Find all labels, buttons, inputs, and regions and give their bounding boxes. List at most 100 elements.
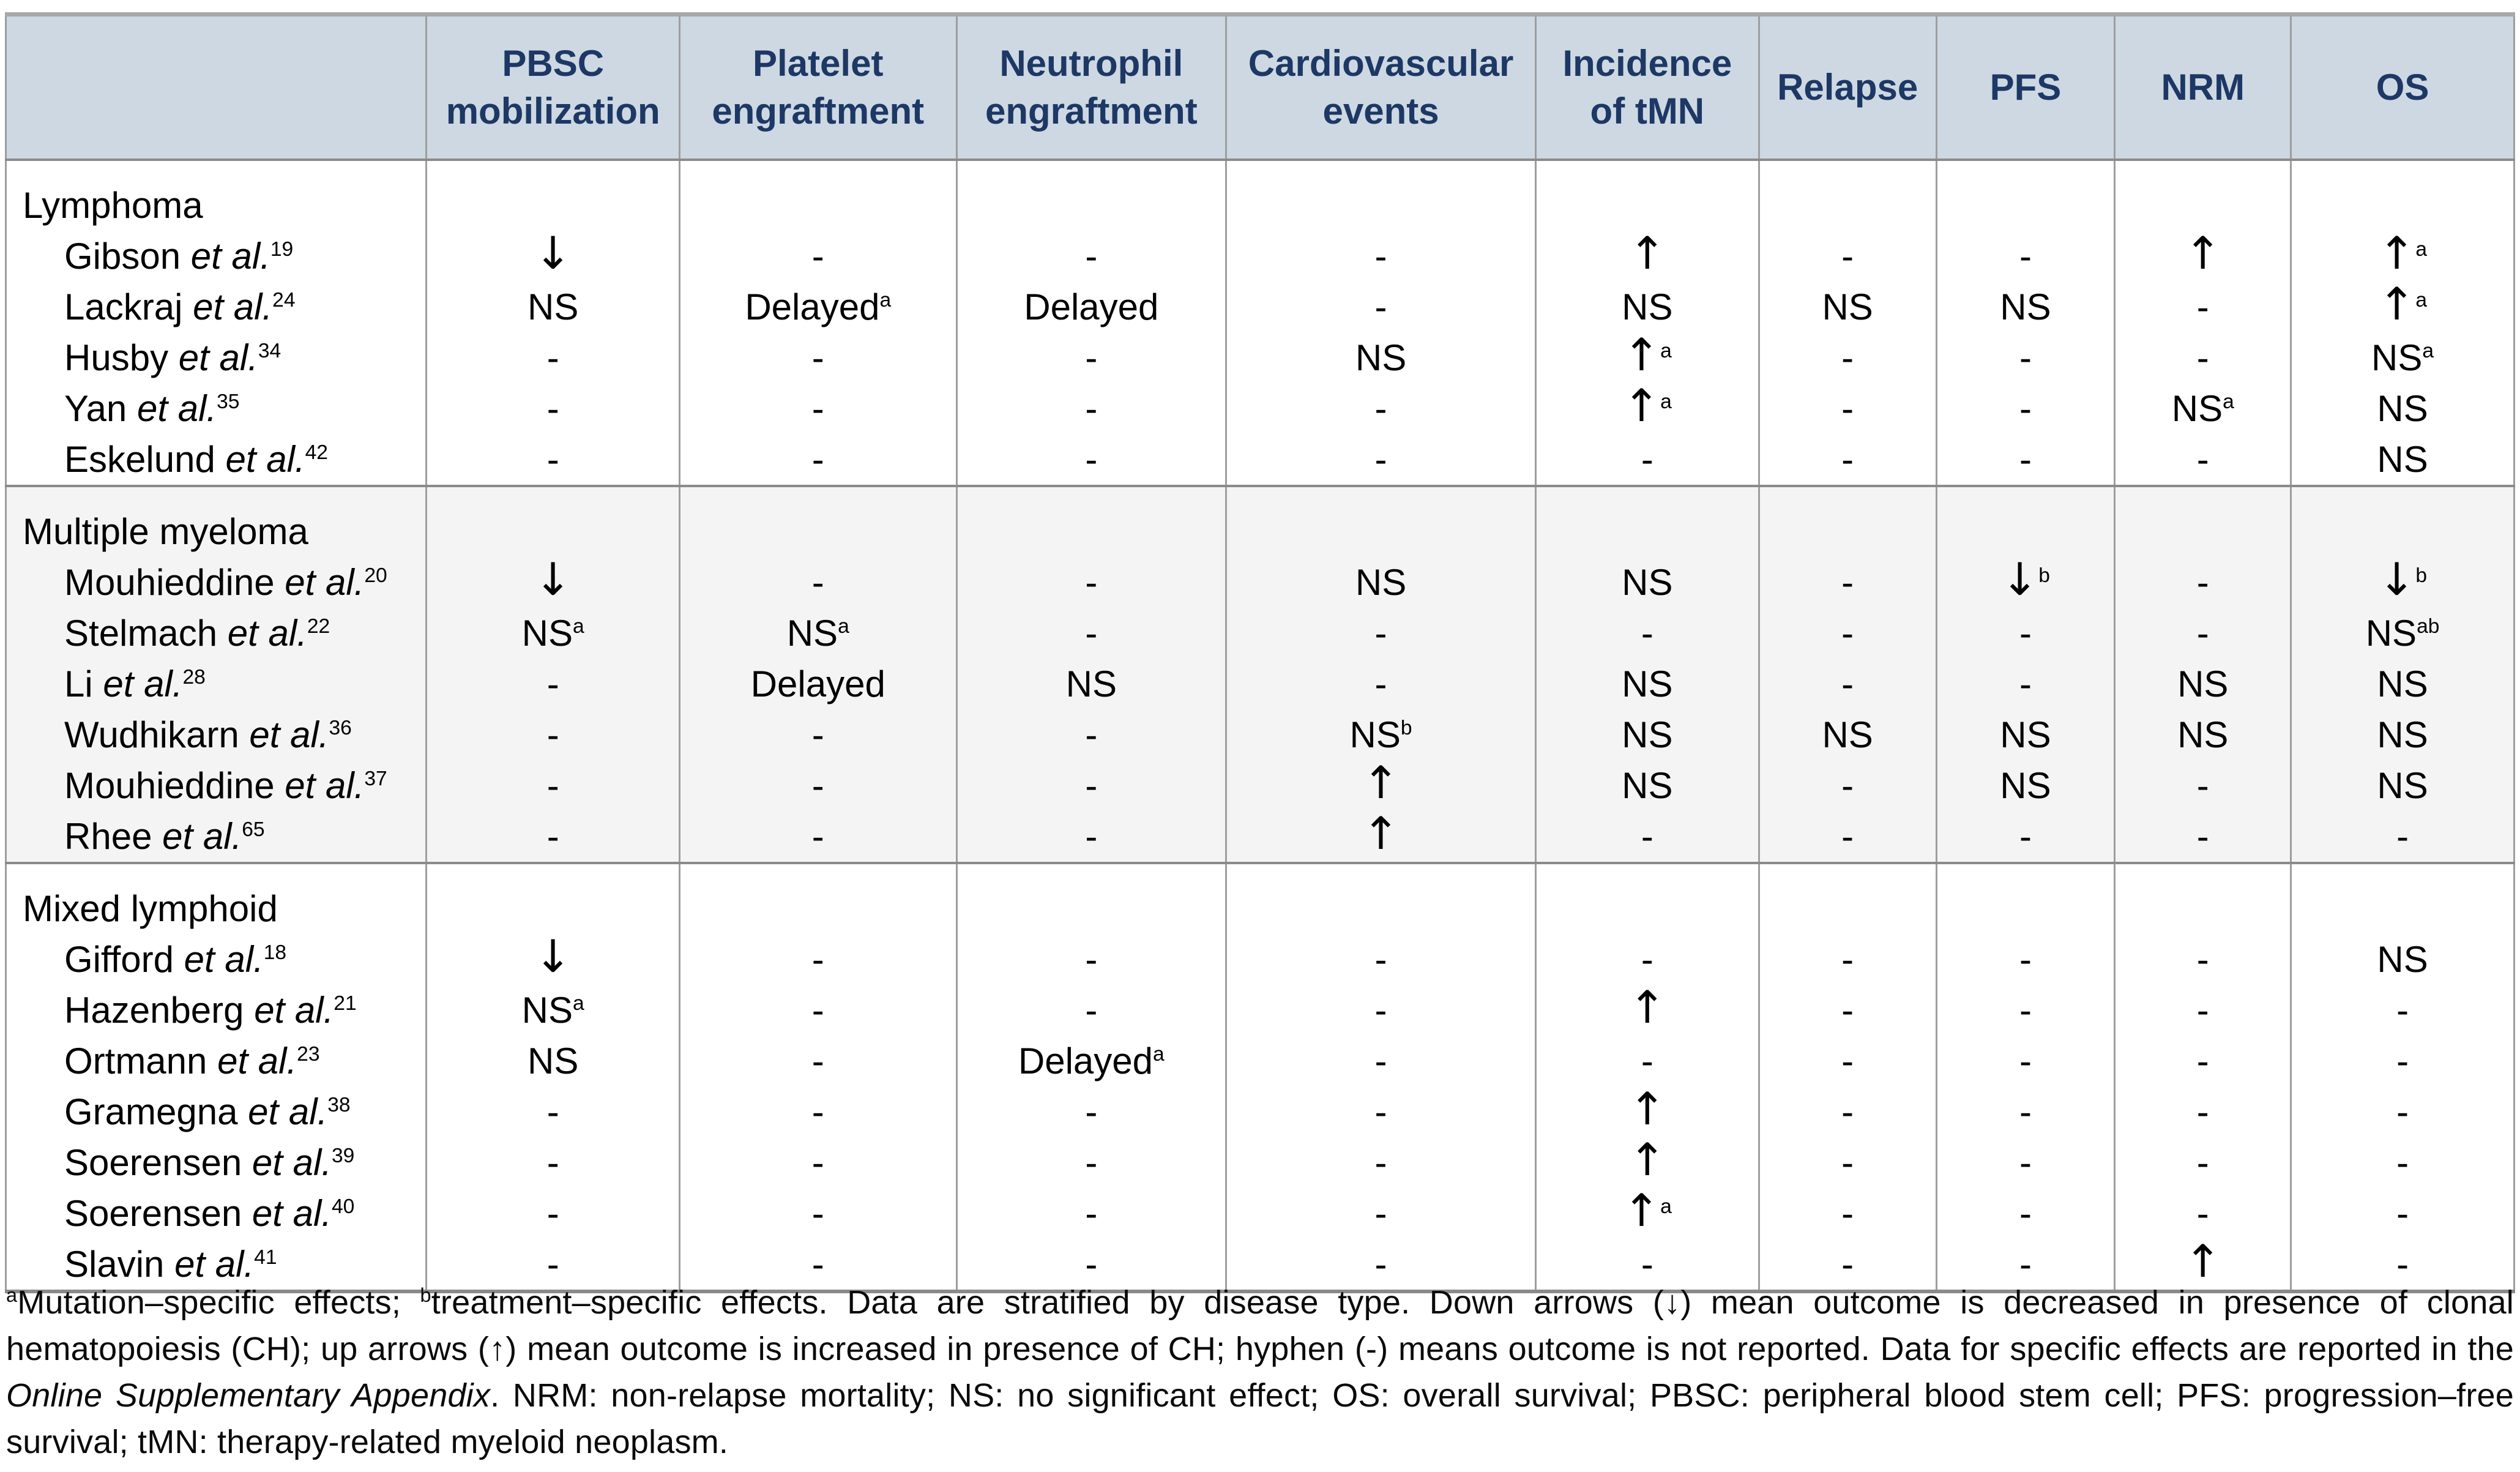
table-row: Yan et al.35- - - - ↑a - - NSa NS (6, 383, 2514, 434)
outcome-cell: - (678, 1188, 956, 1239)
outcome-cell: ↑ (2114, 1239, 2291, 1291)
empty-cell (1225, 862, 1536, 934)
outcome-cell: - (955, 760, 1226, 811)
up-arrow-icon: ↑ (2378, 228, 2416, 280)
outcome-cell: - (1758, 332, 1937, 383)
study-label: Gramegna et al.38 (6, 1086, 427, 1137)
outcome-cell: NS (1935, 709, 2115, 760)
reference-number: 23 (297, 1043, 320, 1066)
footnote-italic-reference: Online Supplementary Appendix (6, 1377, 491, 1414)
outcome-cell: - (1758, 1137, 1937, 1188)
up-arrow-icon: ↑ (1628, 1134, 1666, 1186)
table-row: Soerensen et al.39- - - - ↑ - - - - (6, 1137, 2514, 1188)
outcome-cell: ↓b (1935, 557, 2115, 608)
table-row: Rhee et al.65- - - ↑ - - - - - (6, 811, 2514, 863)
empty-cell (1534, 485, 1759, 557)
outcome-cell: ↑a (1534, 329, 1759, 383)
outcome-cell: - (678, 709, 956, 760)
up-arrow-icon: ↑ (1622, 1185, 1661, 1237)
table-row: Mouhieddine et al.37- - - ↑ NS - NS - NS (6, 760, 2514, 811)
study-label: Gibson et al.19 (6, 231, 427, 282)
effect-superscript: b (1400, 717, 1412, 739)
outcome-cell: - (1225, 231, 1536, 282)
outcome-cell: - (425, 1137, 680, 1188)
empty-cell (2290, 160, 2514, 231)
section-row: Multiple myeloma (6, 485, 2514, 557)
outcome-cell: - (2290, 1188, 2514, 1239)
outcome-cell: - (955, 332, 1226, 383)
column-header-os: OS (2290, 14, 2514, 161)
outcome-cell: - (1534, 811, 1759, 863)
outcome-cell: - (1935, 1137, 2115, 1188)
ch-outcomes-table: PBSC mobilization Platelet engraftment Neu… (5, 12, 2515, 1293)
outcome-cell: NS (425, 282, 680, 332)
outcome-cell: - (2290, 1086, 2514, 1137)
outcome-cell: - (678, 1086, 956, 1137)
outcome-cell: NSb (1225, 709, 1536, 760)
table-row: Soerensen et al.40- - - - ↑a - - - - (6, 1188, 2514, 1239)
outcome-cell: - (1225, 934, 1536, 985)
effect-superscript: a (1660, 390, 1672, 413)
empty-cell (1225, 160, 1536, 231)
outcome-cell: - (425, 709, 680, 760)
table-row: Stelmach et al.22 NSa NSa - - - - - - NSab (6, 608, 2514, 659)
column-header-platelet-engraftment: Platelet engraftment (678, 14, 956, 161)
outcome-cell: - (678, 231, 956, 282)
outcome-cell: - (1758, 1086, 1937, 1137)
outcome-cell: NS (1534, 709, 1759, 760)
up-arrow-icon: ↑ (1622, 329, 1661, 381)
outcome-cell: - (955, 1137, 1226, 1188)
outcome-cell: NSa (2290, 332, 2514, 383)
effect-superscript: b (2038, 564, 2050, 587)
empty-cell (1758, 160, 1937, 231)
outcome-cell: - (1225, 659, 1536, 709)
outcome-cell: - (2114, 1086, 2291, 1137)
outcome-cell: ↑ (1225, 811, 1536, 863)
empty-cell (678, 862, 956, 934)
outcome-cell: - (425, 811, 680, 863)
reference-number: 18 (263, 941, 287, 964)
outcome-cell: ↑ (2114, 231, 2291, 282)
outcome-cell: - (1758, 608, 1937, 659)
outcome-cell: - (1935, 811, 2115, 863)
empty-cell (1935, 862, 2115, 934)
outcome-cell: NS (2290, 383, 2514, 434)
outcome-cell: - (425, 434, 680, 486)
down-arrow-icon: ↓ (2378, 554, 2416, 606)
outcome-cell: - (1935, 383, 2115, 434)
table-row: Hazenberg et al.21 NSa - - - ↑ - - - - (6, 985, 2514, 1036)
outcome-cell: NSab (2290, 608, 2514, 659)
outcome-cell: - (1225, 1239, 1536, 1291)
outcome-cell: - (1935, 1239, 2115, 1291)
empty-cell (425, 485, 680, 557)
empty-cell (1935, 160, 2115, 231)
table-body: Lymphoma Gibson et al.19 ↓ - - - ↑ - - ↑ ↑a Lackraj… (6, 160, 2514, 1291)
outcome-cell: - (1935, 1036, 2115, 1086)
effect-superscript: a (1660, 1195, 1672, 1218)
study-label: Soerensen et al.39 (6, 1137, 427, 1188)
reference-number: 38 (327, 1094, 351, 1116)
empty-cell (1758, 485, 1937, 557)
section-label: Lymphoma (6, 160, 427, 231)
outcome-cell: NS (1225, 332, 1536, 383)
effect-superscript: a (2415, 238, 2428, 261)
outcome-cell: - (1935, 332, 2115, 383)
effect-superscript: a (1153, 1043, 1165, 1066)
outcome-cell: - (678, 1239, 956, 1291)
outcome-cell: - (425, 659, 680, 709)
study-label: Wudhikarn et al.36 (6, 709, 427, 760)
empty-cell (1534, 862, 1759, 934)
outcome-cell: ↑a (1534, 383, 1759, 434)
outcome-cell: ↑ (1534, 985, 1759, 1036)
outcome-cell: - (955, 709, 1226, 760)
table-row: Wudhikarn et al.36- - - NSb NS NS NS NS NS (6, 709, 2514, 760)
outcome-cell: - (1534, 608, 1759, 659)
empty-cell (425, 160, 680, 231)
outcome-cell: NS (1534, 557, 1759, 608)
table-row: Gibson et al.19 ↓ - - - ↑ - - ↑ ↑a (6, 231, 2514, 282)
study-label: Lackraj et al.24 (6, 282, 427, 332)
outcome-cell: NS (1225, 557, 1536, 608)
empty-cell (1534, 160, 1759, 231)
outcome-cell: - (1758, 1188, 1937, 1239)
